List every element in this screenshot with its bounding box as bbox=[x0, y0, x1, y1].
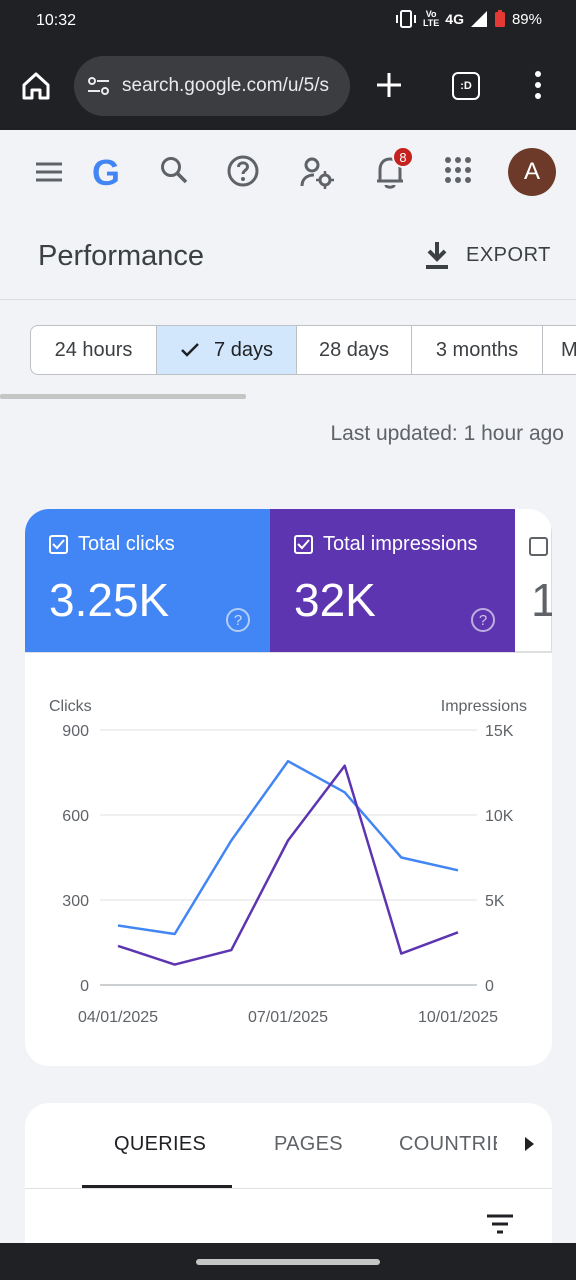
home-icon[interactable] bbox=[18, 68, 54, 104]
status-icons: Vo LTE 4G 89% bbox=[395, 10, 542, 28]
filter-icon[interactable] bbox=[485, 1213, 515, 1235]
y-tick-right: 15K bbox=[485, 723, 514, 740]
impressions-series-line bbox=[117, 764, 459, 966]
y-axis-right-label: Impressions bbox=[441, 698, 527, 715]
x-tick-label: 07/01/2025 bbox=[248, 1009, 328, 1026]
total-clicks-header: Total clicks bbox=[49, 533, 175, 556]
total-impressions-header: Total impressions bbox=[294, 533, 478, 556]
divider bbox=[25, 652, 552, 653]
divider bbox=[25, 1188, 552, 1189]
notification-badge: 8 bbox=[392, 146, 414, 168]
site-settings-icon[interactable] bbox=[86, 75, 112, 97]
manage-users-icon[interactable] bbox=[300, 156, 336, 190]
clicks-checkbox[interactable] bbox=[49, 535, 68, 554]
y-axis-left-label: Clicks bbox=[49, 698, 92, 715]
clicks-series-line bbox=[117, 759, 459, 936]
gesture-nav-bar bbox=[0, 1243, 576, 1280]
date-range-selector: 24 hours 7 days 28 days 3 months M bbox=[30, 325, 576, 375]
x-tick-label: 04/01/2025 bbox=[78, 1009, 158, 1026]
y-tick-left: 900 bbox=[62, 723, 89, 740]
total-impressions-tile[interactable]: Total impressions 32K ? bbox=[270, 509, 515, 652]
next-metric-tile[interactable]: 1 bbox=[515, 509, 552, 652]
total-clicks-value: 3.25K bbox=[49, 574, 170, 626]
range-more[interactable]: M bbox=[543, 326, 576, 374]
url-text: search.google.com/u/5/s bbox=[122, 75, 330, 96]
x-tick-label: 10/01/2025 bbox=[418, 1009, 498, 1026]
y-tick-left: 600 bbox=[62, 808, 89, 825]
next-metric-value: 1 bbox=[531, 574, 552, 626]
notifications-icon[interactable] bbox=[374, 154, 406, 190]
total-clicks-tile[interactable]: Total clicks 3.25K ? bbox=[25, 509, 270, 652]
range-24-hours[interactable]: 24 hours bbox=[31, 326, 157, 374]
y-tick-left: 0 bbox=[80, 978, 89, 995]
active-tab-indicator bbox=[82, 1185, 232, 1188]
signal-icon bbox=[470, 11, 487, 27]
tab-queries[interactable]: QUERIES bbox=[114, 1133, 207, 1155]
more-vert-icon[interactable] bbox=[526, 68, 550, 102]
network-type: 4G bbox=[445, 11, 464, 27]
search-icon[interactable] bbox=[158, 154, 190, 186]
help-icon[interactable] bbox=[226, 154, 260, 188]
range-3-months[interactable]: 3 months bbox=[412, 326, 543, 374]
y-tick-right: 5K bbox=[485, 893, 505, 910]
page-header: Performance EXPORT bbox=[0, 216, 576, 300]
y-tick-right: 10K bbox=[485, 808, 514, 825]
performance-chart: Clicks Impressions 900 15K 600 10K 300 5K 0 0 0… bbox=[49, 698, 527, 1026]
dimension-tabs-card: QUERIES PAGES COUNTRIE bbox=[25, 1103, 552, 1263]
avatar[interactable]: A bbox=[508, 148, 556, 196]
tab-pages[interactable]: PAGES bbox=[274, 1133, 343, 1155]
performance-card: Total clicks 3.25K ? Total impressions 3… bbox=[25, 509, 552, 1066]
browser-toolbar: search.google.com/u/5/s :D bbox=[0, 42, 576, 130]
tab-countries[interactable]: COUNTRIE bbox=[399, 1133, 497, 1155]
total-impressions-value: 32K bbox=[294, 574, 376, 626]
tab-switcher-button[interactable]: :D bbox=[452, 72, 480, 100]
apps-grid-icon[interactable] bbox=[444, 156, 472, 184]
vibrate-icon bbox=[395, 10, 416, 28]
battery-icon bbox=[494, 10, 505, 27]
last-updated-text: Last updated: 1 hour ago bbox=[330, 422, 564, 445]
range-7-days[interactable]: 7 days bbox=[157, 326, 297, 374]
chips-scroll-indicator bbox=[0, 394, 246, 399]
range-28-days[interactable]: 28 days bbox=[297, 326, 412, 374]
tabs-next-arrow-icon[interactable] bbox=[525, 1137, 534, 1151]
range-7-days-label: 7 days bbox=[214, 338, 273, 361]
app-header: G A bbox=[0, 130, 576, 216]
menu-icon[interactable] bbox=[34, 160, 64, 184]
help-icon[interactable]: ? bbox=[226, 608, 250, 632]
export-label: EXPORT bbox=[466, 243, 551, 266]
y-tick-left: 300 bbox=[62, 893, 89, 910]
export-button[interactable]: EXPORT bbox=[424, 240, 551, 270]
status-bar: 10:32 Vo LTE 4G 89% bbox=[0, 0, 576, 42]
check-icon bbox=[181, 343, 199, 357]
home-gesture-handle[interactable] bbox=[196, 1259, 380, 1265]
volte-label: Vo LTE bbox=[422, 9, 440, 28]
page-title: Performance bbox=[38, 240, 205, 272]
battery-level: 89% bbox=[511, 10, 542, 28]
google-logo: G bbox=[92, 152, 121, 193]
impressions-checkbox[interactable] bbox=[294, 535, 313, 554]
next-metric-checkbox[interactable] bbox=[529, 537, 548, 556]
download-icon bbox=[426, 242, 448, 269]
help-icon[interactable]: ? bbox=[471, 608, 495, 632]
total-clicks-label: Total clicks bbox=[78, 533, 175, 555]
new-tab-icon[interactable] bbox=[372, 68, 406, 102]
address-bar[interactable]: search.google.com/u/5/s bbox=[74, 56, 350, 116]
total-impressions-label: Total impressions bbox=[323, 533, 478, 555]
y-tick-right: 0 bbox=[485, 978, 494, 995]
clock: 10:32 bbox=[36, 12, 77, 29]
